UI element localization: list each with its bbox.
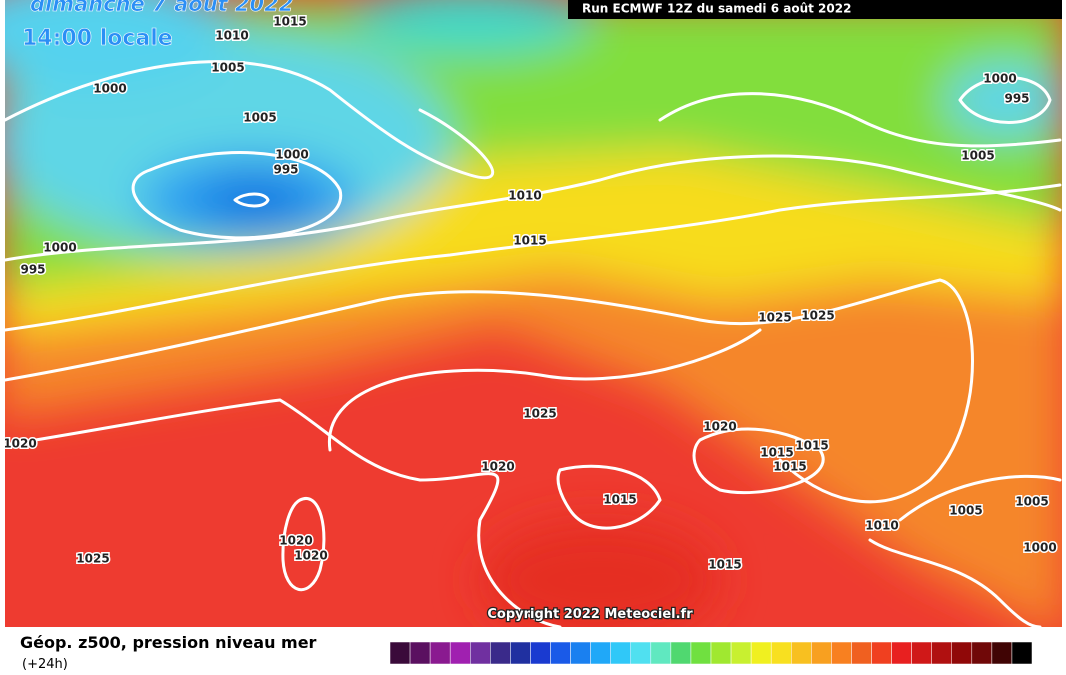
legend-lead-time: (+24h) [22,657,68,672]
map-local-time: 14:00 locale [22,26,173,51]
isobar-label: 1020 [703,420,736,434]
copyright: Copyright 2022 Meteociel.fr [487,607,693,622]
scale-swatch [710,641,732,665]
isobar-label: 1025 [523,407,556,421]
isobar-label: 1015 [603,493,636,507]
legend-title: Géop. z500, pression niveau mer [20,633,317,652]
isobar-label: 1005 [949,504,982,518]
scale-swatch [1011,641,1033,665]
isobars [5,60,1062,627]
map-date: dimanche 7 août 2022 [30,0,293,16]
isobar-label: 1020 [3,437,36,451]
isobar-label: 1005 [211,61,244,75]
scale-swatch [449,641,471,665]
scale-swatch [490,641,511,665]
scale-swatch [911,641,932,665]
isobar-label: 1005 [1015,495,1048,509]
isobar-label: 995 [20,263,45,277]
scale-swatch [530,641,551,665]
isobar-label: 1020 [481,460,514,474]
isobar-label: 1010 [865,519,898,533]
scale-swatch [871,641,892,665]
isobar-label: 1000 [43,241,76,255]
scale-swatch [951,641,973,665]
scale-swatch [429,641,451,665]
isobar-label: 1015 [773,460,806,474]
isobar-label: 1000 [275,148,308,162]
scale-swatch [510,641,531,665]
scale-swatch [931,641,952,665]
run-info: Run ECMWF 12Z du samedi 6 août 2022 [582,2,851,16]
isobar-label: 1025 [76,552,109,566]
color-scale [389,641,1033,665]
isobar-labels: 1015101010051000100510009951010101510009… [3,13,1058,573]
scale-swatch [590,641,611,665]
scale-swatch [971,641,993,665]
scale-swatch [389,641,411,665]
isobar-label: 1010 [508,189,541,203]
scale-swatch [630,641,652,665]
scale-swatch [610,641,631,665]
map-border [1062,0,1066,630]
scale-swatch [831,641,852,665]
scale-swatch [670,641,692,665]
scale-swatch [811,641,832,665]
isobar-label: 1025 [801,309,834,323]
scale-swatch [690,641,712,665]
map-area: 1015101010051000100510009951010101510009… [3,0,1062,627]
isobar-label: 1010 [215,29,248,43]
isobar-label: 995 [1004,92,1029,106]
scale-swatch [470,641,491,665]
isobar-label: 1000 [1023,541,1056,555]
isobar-label: 1005 [243,111,276,125]
scale-swatch [409,641,431,665]
scale-swatch [851,641,872,665]
scale-swatch [730,641,752,665]
scale-swatch [991,641,1013,665]
isobar-label: 1020 [294,549,327,563]
isobar-label: 1005 [961,149,994,163]
isobar-label: 1000 [983,72,1016,86]
isobar-label: 1025 [758,311,791,325]
scale-swatch [650,641,672,665]
scale-swatch [770,641,792,665]
isobar-label: 995 [273,163,298,177]
isobar-label: 1015 [273,15,306,29]
isobar-label: 1020 [279,534,312,548]
scale-swatch [570,641,591,665]
isobar-label: 1015 [760,446,793,460]
scale-swatch [550,641,571,665]
isobar-label: 1015 [513,234,546,248]
isobar-label: 1000 [93,82,126,96]
scale-swatch [891,641,912,665]
isobar-label: 1015 [708,558,741,572]
run-banner [568,0,1062,19]
scale-swatch [791,641,812,665]
scale-swatch [750,641,772,665]
isobar-label: 1015 [795,439,828,453]
